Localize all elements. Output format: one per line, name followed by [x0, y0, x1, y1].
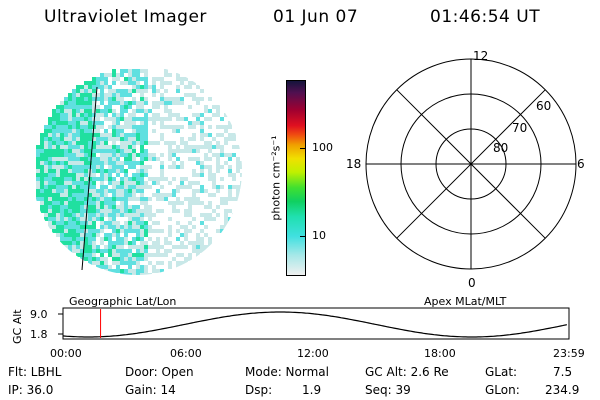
lat-label-60: 60	[536, 99, 551, 113]
info-gain: Gain: 14	[125, 383, 176, 397]
header-time: 01:46:54 UT	[430, 7, 541, 27]
info-glat-value: 7.5	[553, 365, 573, 379]
info-glon-label: GLon:	[485, 383, 520, 397]
colorbar-tick-mark-100	[300, 148, 306, 149]
colorbar-label: photon cm⁻²s⁻¹	[269, 135, 283, 221]
mlt-label-18: 18	[346, 157, 361, 171]
uv-emission-disk	[36, 69, 242, 275]
info-gc-alt: GC Alt: 2.6 Re	[365, 365, 449, 379]
orbit-altitude-plot: 9.0 1.8 GC Alt	[11, 307, 570, 344]
image-projection-label: Geographic Lat/Lon	[69, 295, 177, 308]
polar-projection-label: Apex MLat/MLT	[424, 295, 507, 308]
info-glat-label: GLat:	[485, 365, 518, 379]
orbit-altitude-curve	[62, 311, 568, 338]
mlt-label-12: 12	[473, 49, 488, 63]
orbit-y-tick-high: 9.0	[30, 308, 48, 321]
info-ip: IP: 36.0	[8, 383, 54, 397]
info-door: Door: Open	[125, 365, 194, 379]
polar-plot: 12 18 6 0 60 70 80	[346, 49, 585, 290]
orbit-x-tick-0000: 00:00	[50, 347, 82, 360]
terminator-line	[81, 86, 98, 271]
info-mode: Mode: Normal	[245, 365, 329, 379]
header-date: 01 Jun 07	[273, 7, 359, 27]
info-dsp-value: 1.9	[302, 383, 322, 397]
mlt-label-6: 6	[577, 157, 585, 171]
orbit-y-axis-label: GC Alt	[11, 309, 24, 344]
info-seq: Seq: 39	[365, 383, 411, 397]
uv-image-panel	[36, 69, 242, 275]
info-filter: Flt: LBHL	[8, 365, 62, 379]
app-title: Ultraviolet Imager	[44, 7, 207, 27]
orbit-plot-frame	[62, 307, 570, 340]
info-glon-value: 234.9	[545, 383, 580, 397]
orbit-x-tick-1200: 12:00	[297, 347, 329, 360]
orbit-y-tick-low: 1.8	[30, 328, 48, 341]
orbit-x-tick-2359: 23:59	[553, 347, 585, 360]
lat-label-70: 70	[512, 121, 527, 135]
colorbar	[286, 80, 306, 276]
colorbar-tick-10: 10	[312, 229, 326, 242]
info-dsp-label: Dsp:	[245, 383, 273, 397]
orbit-x-tick-1800: 18:00	[424, 347, 456, 360]
mlt-label-0: 0	[468, 276, 476, 290]
lat-label-80: 80	[493, 141, 508, 155]
polar-diag-2	[396, 89, 546, 239]
orbit-x-tick-0600: 06:00	[170, 347, 202, 360]
colorbar-tick-mark-10	[300, 236, 306, 237]
colorbar-tick-100: 100	[312, 141, 333, 154]
